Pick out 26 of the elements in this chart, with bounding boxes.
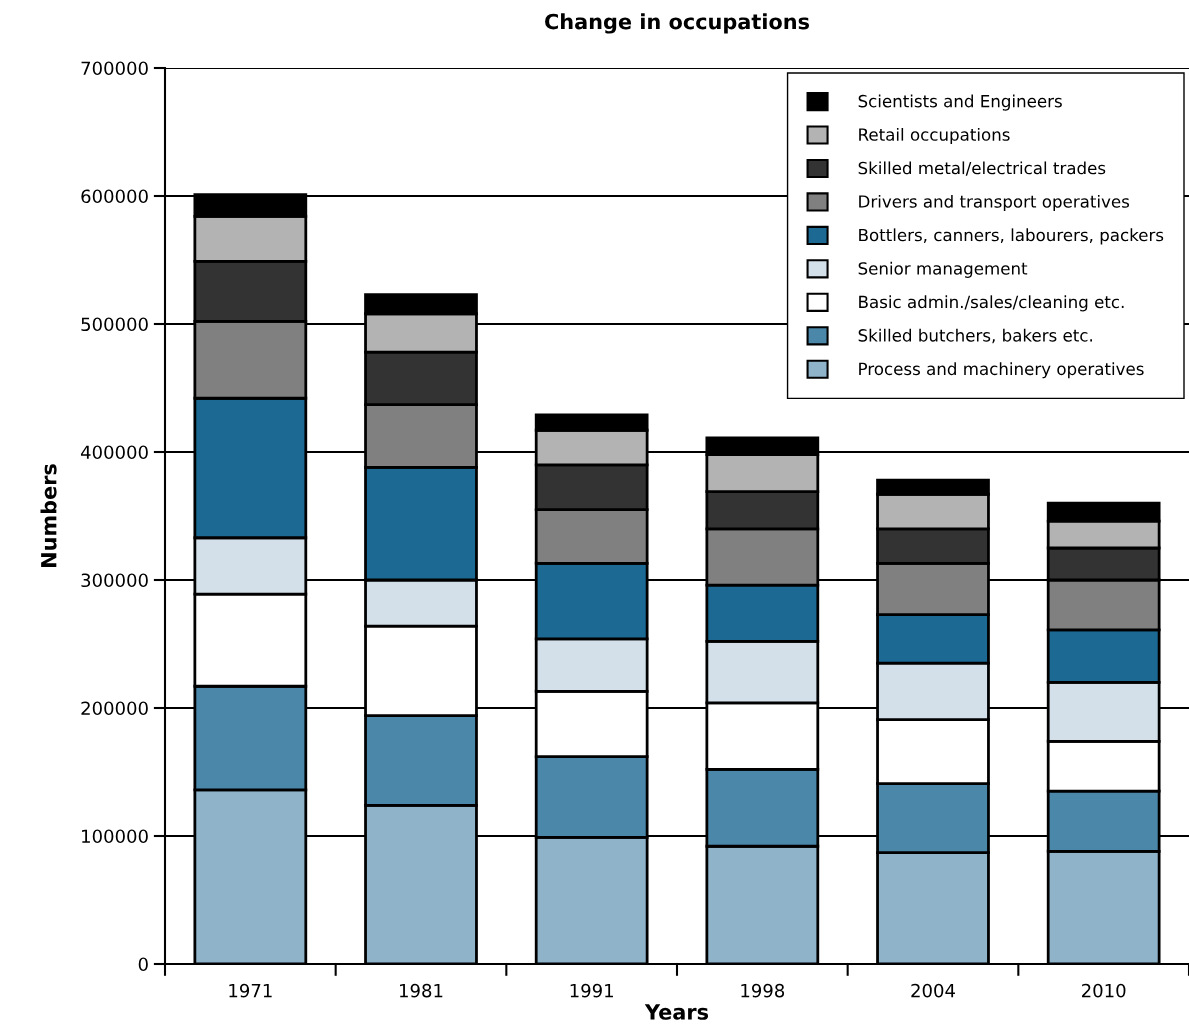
legend-label: Bottlers, canners, labourers, packers	[859, 228, 1164, 245]
y-tick-label: 100000	[82, 829, 148, 844]
y-tick-label: 400000	[80, 445, 148, 460]
legend-label: Skilled butchers, bakers etc.	[858, 328, 1092, 344]
legend-label: Retail occupations	[859, 127, 1010, 145]
y-tick-label: 0	[138, 957, 148, 972]
y-tick-label: 200000	[81, 701, 148, 716]
x-tick-label: 1971	[229, 983, 272, 998]
legend-label: Skilled metal/electrical trades	[858, 161, 1106, 176]
y-tick-label: 300000	[81, 573, 148, 588]
chart-title: Change in occupations	[545, 13, 810, 34]
legend-label: Process and machinery operatives	[859, 362, 1144, 379]
x-tick-label: 1998	[741, 983, 785, 998]
x-tick-label: 2010	[1082, 983, 1126, 998]
x-tick-label: 2004	[911, 983, 955, 998]
legend-label: Drivers and transport operatives	[859, 194, 1130, 212]
legend-label: Scientists and Engineers	[858, 94, 1062, 111]
legend-label: Basic admin./sales/cleaning etc.	[859, 295, 1124, 312]
x-axis-title: Years	[644, 1004, 709, 1020]
y-tick-label: 500000	[81, 317, 148, 332]
y-tick-label: 700000	[81, 61, 148, 76]
x-tick-label: 1991	[570, 983, 613, 998]
y-tick-label: 600000	[81, 189, 148, 204]
legend-label: Senior management	[858, 261, 1028, 278]
y-axis-title: Numbers	[40, 464, 57, 567]
x-tick-label: 1981	[400, 983, 443, 998]
